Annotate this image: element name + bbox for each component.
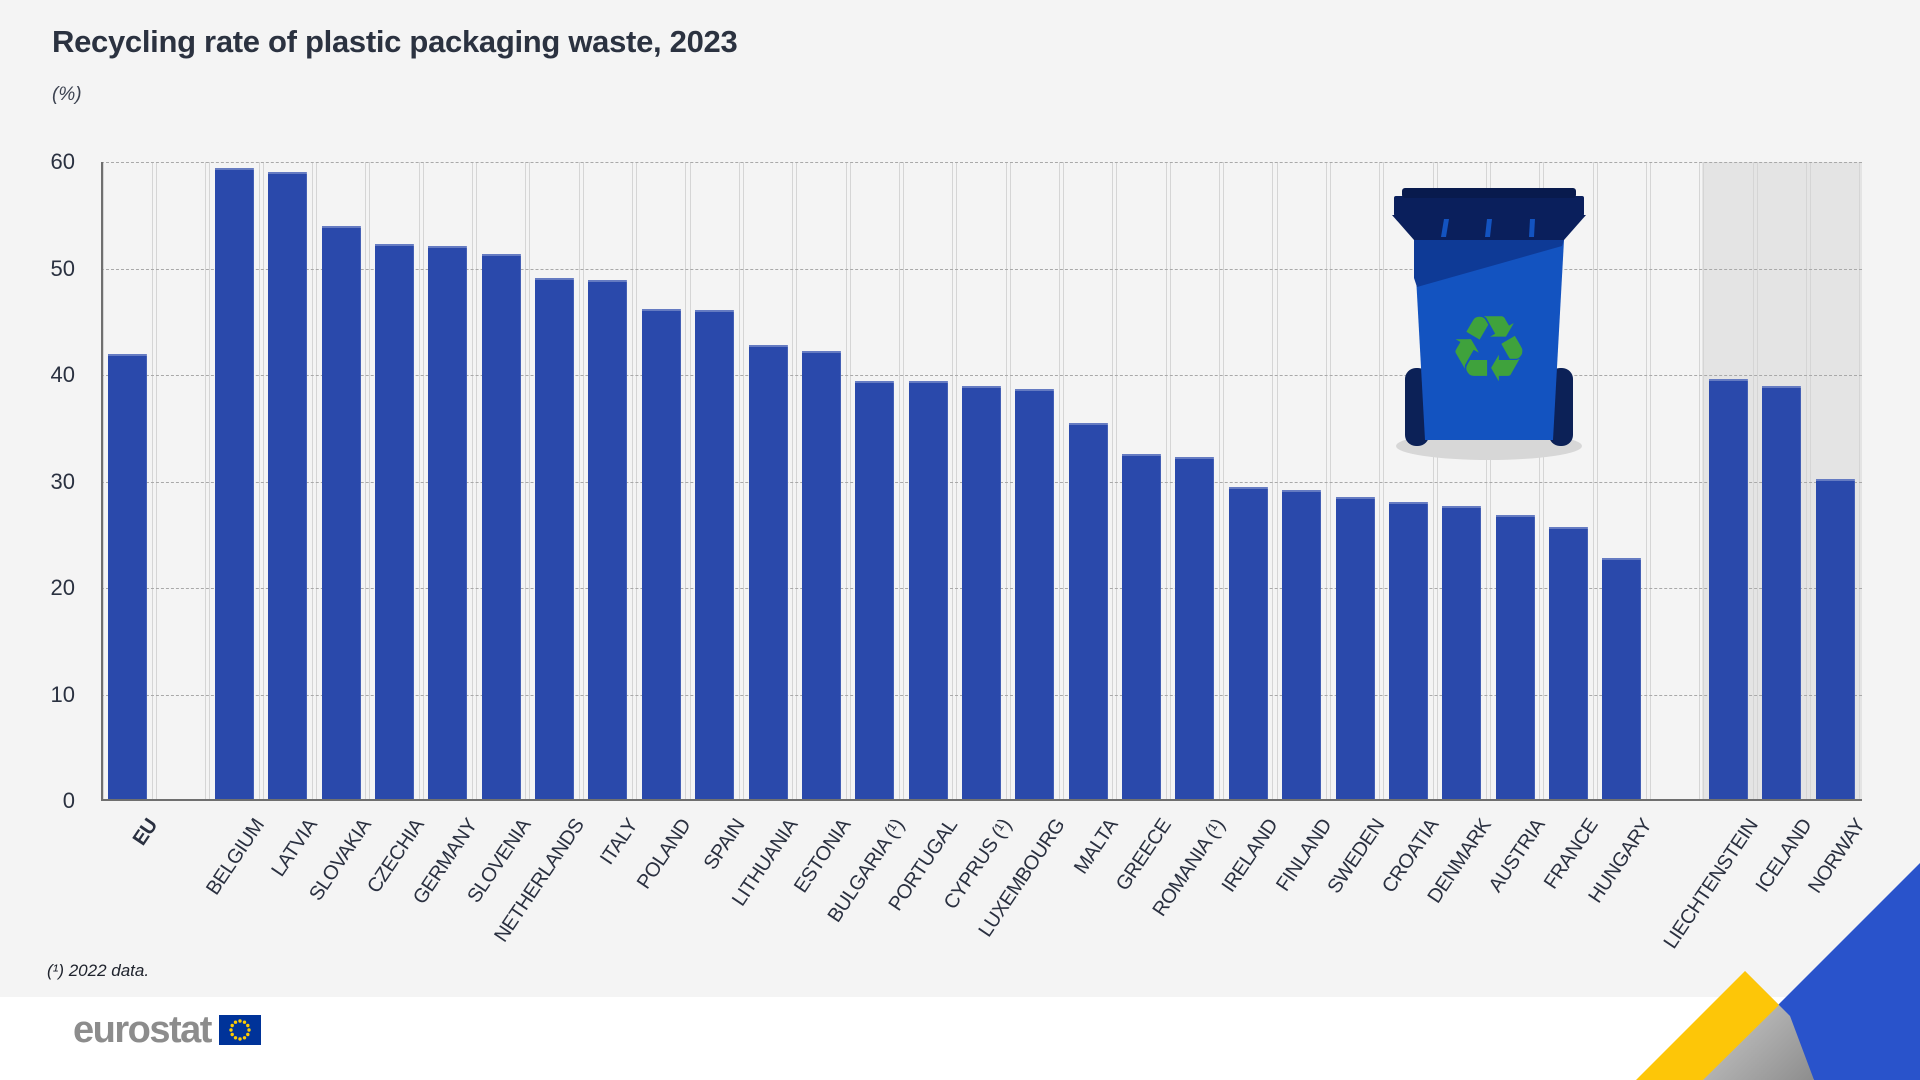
y-tick-20: 20 <box>50 575 75 600</box>
bar-norway <box>1815 479 1855 801</box>
bar-luxembourg <box>1015 388 1055 801</box>
bar-hungary <box>1602 558 1642 801</box>
plot-area: ♻ <box>101 162 1862 801</box>
y-tick-40: 40 <box>50 362 75 387</box>
bar-estonia <box>801 350 841 801</box>
bar-spain <box>695 310 735 801</box>
bar-ireland <box>1228 486 1268 801</box>
footer-band: eurostat <box>0 997 1920 1080</box>
bar-croatia <box>1388 501 1428 801</box>
gridline-50 <box>101 268 1862 270</box>
bar-italy <box>588 280 628 801</box>
bar-germany <box>428 246 468 801</box>
bar-lithuania <box>748 345 788 801</box>
y-axis-line <box>101 162 103 801</box>
y-tick-10: 10 <box>50 681 75 707</box>
x-label-belgium: BELGIUM <box>202 815 269 900</box>
y-tick-0: 0 <box>62 788 75 813</box>
footnote: (¹) 2022 data. <box>47 961 150 980</box>
decorative-ribbon <box>1636 863 1920 1080</box>
eurostat-logo: eurostat <box>73 1011 261 1049</box>
bar-czechia <box>375 244 414 801</box>
bar-netherlands <box>535 278 575 801</box>
bar-bulgaria <box>855 381 895 801</box>
y-tick-50: 50 <box>50 255 75 281</box>
bar-latvia <box>268 171 308 801</box>
bar-romania <box>1175 457 1215 801</box>
bar-denmark <box>1442 506 1482 801</box>
y-tick-60: 60 <box>50 149 75 174</box>
page-title: Recycling rate of plastic packaging wast… <box>52 24 738 59</box>
x-label-eu: EU <box>128 815 162 850</box>
recycling-symbol-icon: ♻ <box>1448 296 1530 403</box>
bar-liechtenstein <box>1709 379 1749 801</box>
y-axis-labels: 0 10 20 30 40 50 60 <box>0 149 88 817</box>
recycling-bin-icon: ♻ <box>1392 188 1586 460</box>
bar-portugal <box>908 381 948 801</box>
x-label-malta: MALTA <box>1070 815 1123 879</box>
x-axis-labels: EU BELGIUM LATVIA SLOVAKIA CZECHIA GERMANY SLO… <box>101 815 1870 990</box>
eu-flag-icon <box>218 1015 261 1045</box>
bar-slovenia <box>481 253 521 801</box>
x-axis-line <box>101 799 1862 801</box>
bar-finland <box>1282 490 1322 801</box>
bar-eu <box>108 353 148 801</box>
bar-france <box>1549 527 1588 801</box>
bar-iceland <box>1762 385 1802 801</box>
gridline-40 <box>101 375 1862 376</box>
bar-belgium <box>214 168 254 801</box>
gridline-60 <box>101 162 1862 163</box>
x-label-italy: ITALY <box>595 815 643 869</box>
bar-cyprus <box>962 385 1001 801</box>
bar-austria <box>1495 514 1535 801</box>
bar-sweden <box>1335 497 1375 801</box>
bar-slovakia <box>321 225 361 801</box>
unit-label: (%) <box>52 84 82 105</box>
bar-poland <box>641 308 681 801</box>
bar-greece <box>1122 453 1162 801</box>
bar-malta <box>1068 422 1108 801</box>
y-tick-30: 30 <box>50 468 75 494</box>
x-label-latvia: LATVIA <box>267 815 323 881</box>
x-label-spain: SPAIN <box>699 815 749 874</box>
eurostat-logo-text: eurostat <box>73 1009 212 1051</box>
